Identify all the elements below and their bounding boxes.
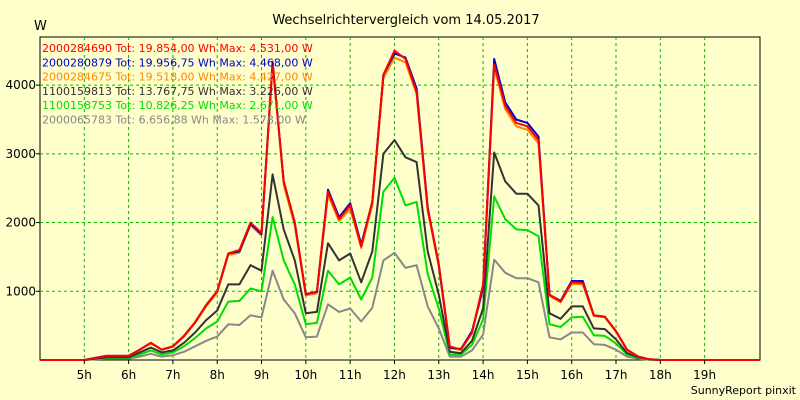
chart-title: Wechselrichtervergleich vom 14.05.2017: [272, 13, 539, 28]
y-tick-label: 3000: [5, 147, 36, 161]
x-tick-label: 9h: [254, 368, 269, 382]
x-tick-label: 6h: [121, 368, 136, 382]
x-tick-label: 17h: [605, 368, 628, 382]
series-line-2000065783: [40, 251, 760, 361]
x-tick-label: 11h: [339, 368, 362, 382]
footer-credit: SunnyReport pinxit: [691, 384, 797, 397]
y-axis-ticks: 1000 2000 3000 4000: [5, 78, 40, 298]
y-tick-label: 2000: [5, 216, 36, 230]
legend-entry-1100159813: 1100159813 Tot: 13.767,75 Wh Max: 3.226,…: [42, 85, 313, 98]
plot-area: [39, 36, 761, 361]
x-tick-label: 14h: [472, 368, 495, 382]
series-line-2000284690: [40, 49, 760, 361]
legend-entry-2000065783: 2000065783 Tot: 6.656,88 Wh Max: 1.578,0…: [42, 114, 306, 127]
x-tick-label: 10h: [294, 368, 317, 382]
x-axis-ticks: 5h 6h 7h 8h 9h 10h 11h 12h 13h 14h 15h 16h 17h 18h 19h: [77, 360, 716, 382]
legend-entry-2000280879: 2000280879 Tot: 19.956,75 Wh Max: 4.468,…: [42, 56, 313, 69]
legend-entry-2000284675: 2000284675 Tot: 19.518,00 Wh Max: 4.427,…: [42, 71, 313, 84]
x-tick-label: 8h: [210, 368, 225, 382]
x-tick-label: 16h: [560, 368, 583, 382]
y-axis-unit: W: [34, 19, 47, 34]
y-tick-label: 1000: [5, 284, 36, 298]
x-tick-label: 13h: [427, 368, 450, 382]
series-line-1100158753: [40, 176, 760, 361]
grid-lines: [40, 37, 760, 360]
series-line-1100159813: [40, 139, 760, 361]
legend-entry-1100158753: 1100158753 Tot: 10.826,25 Wh Max: 2.671,…: [42, 99, 313, 112]
x-tick-label: 12h: [383, 368, 406, 382]
x-tick-label: 19h: [693, 368, 716, 382]
x-tick-label: 7h: [165, 368, 180, 382]
series-lines: [40, 49, 760, 361]
y-tick-label: 4000: [5, 78, 36, 92]
x-tick-label: 15h: [516, 368, 539, 382]
x-tick-label: 5h: [77, 368, 92, 382]
legend-entry-2000284690: 2000284690 Tot: 19.854,00 Wh Max: 4.531,…: [42, 42, 313, 55]
legend: 2000284690 Tot: 19.854,00 Wh Max: 4.531,…: [42, 42, 313, 127]
x-tick-label: 18h: [649, 368, 672, 382]
